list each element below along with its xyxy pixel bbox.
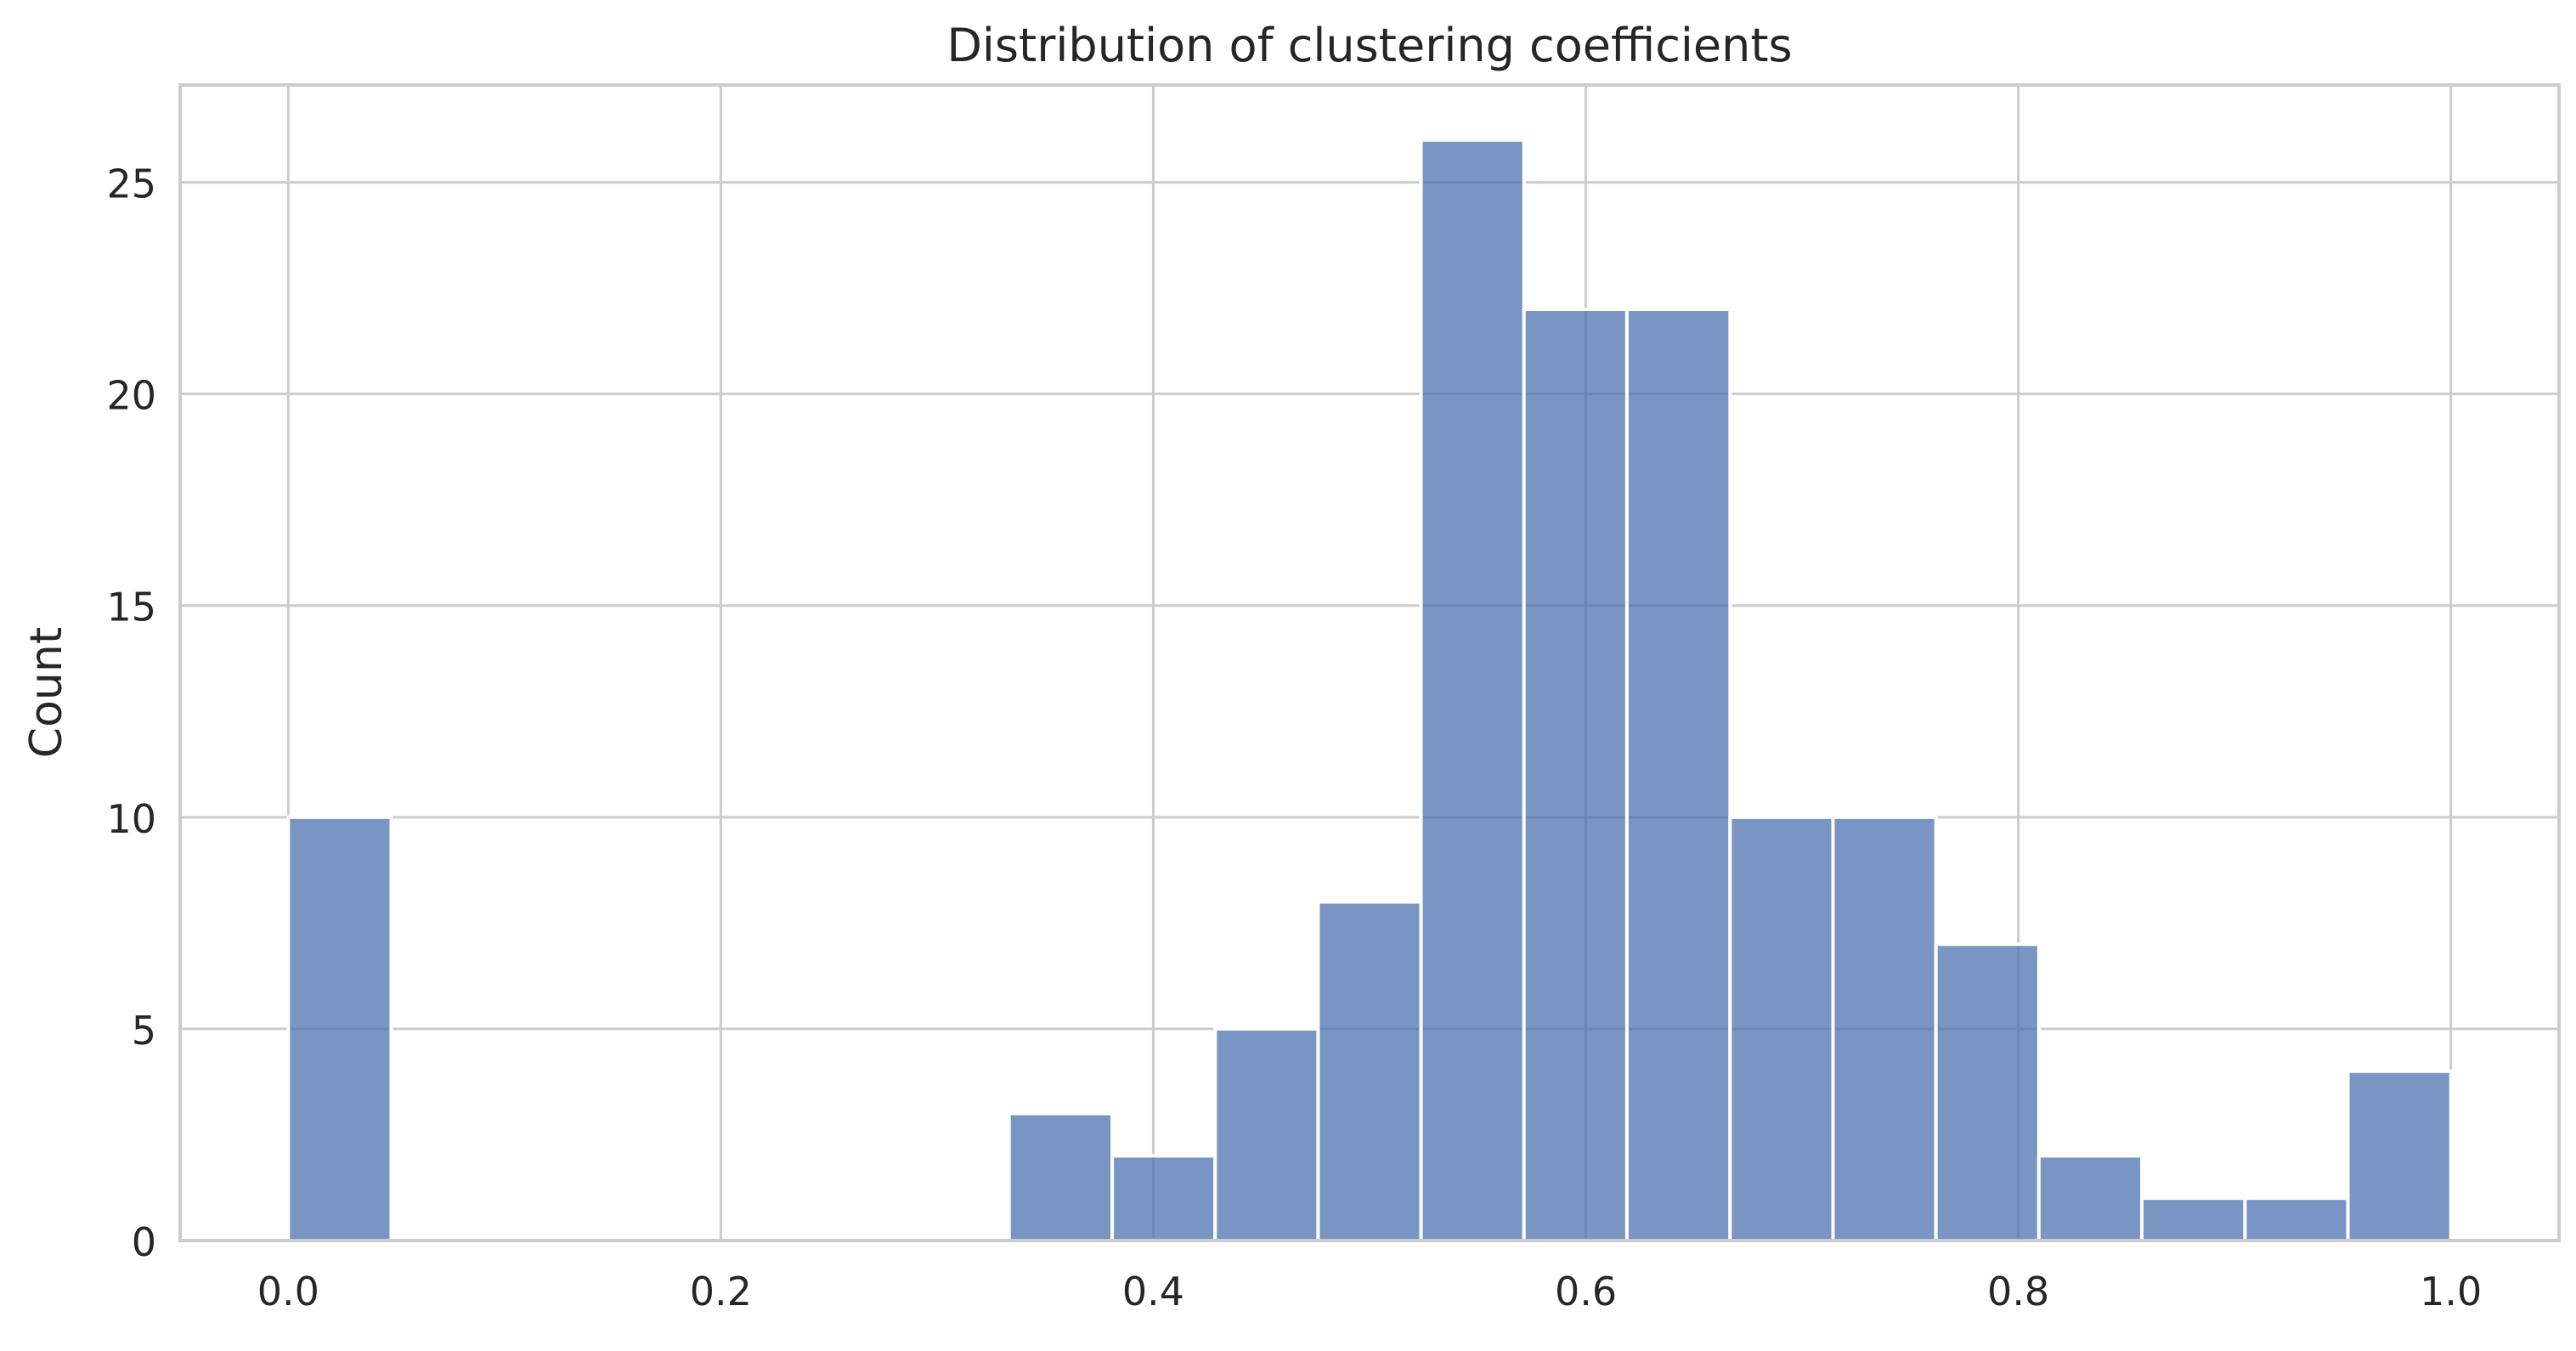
histogram-bars <box>286 138 2453 1243</box>
histogram-bar <box>1934 942 2041 1243</box>
histogram-bar <box>2243 1196 2350 1242</box>
chart-title: Distribution of clustering coefficients <box>946 19 1792 72</box>
plot-frame <box>178 83 2561 1242</box>
y-tick-label: 20 <box>106 373 156 419</box>
x-tick-labels: 0.0 0.2 0.4 0.6 0.8 1.0 <box>257 1269 2483 1314</box>
y-tick-labels: 0 5 10 15 20 25 <box>106 161 156 1265</box>
histogram-bar <box>1831 815 1938 1242</box>
x-tick-label: 0.4 <box>1122 1269 1184 1314</box>
histogram-bar <box>2346 1069 2453 1242</box>
y-axis-label: Count <box>21 627 72 758</box>
y-tick-label: 15 <box>106 585 156 630</box>
histogram-bar <box>286 815 393 1242</box>
x-tick-label: 0.0 <box>257 1269 319 1314</box>
y-tick-label: 0 <box>132 1219 156 1265</box>
histogram-bar <box>1316 900 1423 1242</box>
histogram-bar <box>2139 1196 2247 1242</box>
x-tick-label: 1.0 <box>2420 1269 2482 1314</box>
histogram-bar <box>1419 138 1526 1242</box>
x-tick-label: 0.2 <box>690 1269 752 1314</box>
y-tick-label: 25 <box>106 161 156 207</box>
histogram-bar <box>1624 308 1732 1242</box>
histogram-bar <box>1728 815 1835 1242</box>
x-tick-label: 0.8 <box>1987 1269 2049 1314</box>
y-tick-label: 5 <box>132 1008 156 1054</box>
histogram-bar <box>2037 1154 2144 1243</box>
histogram-bar <box>1522 308 1629 1242</box>
histogram-bar <box>1110 1154 1217 1243</box>
x-tick-label: 0.6 <box>1555 1269 1617 1314</box>
histogram-bar <box>1213 1026 1320 1243</box>
histogram-bar <box>1007 1111 1115 1242</box>
y-tick-label: 10 <box>106 796 156 842</box>
